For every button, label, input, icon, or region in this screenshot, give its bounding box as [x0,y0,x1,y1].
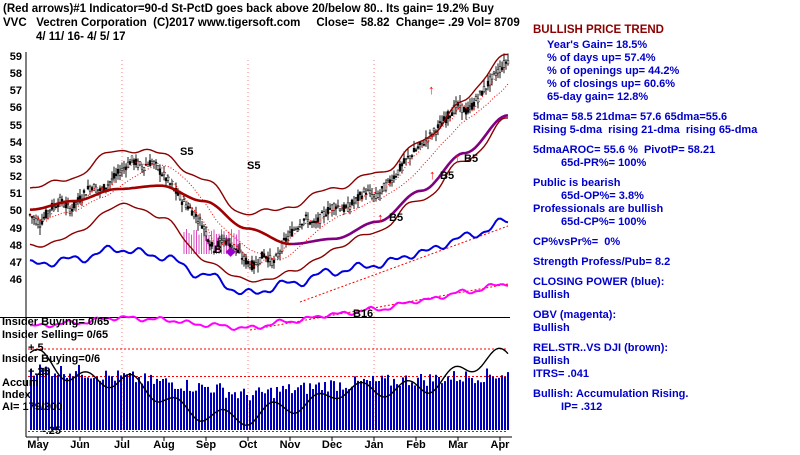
panel-line: % of closings up= 60.6% [547,78,676,90]
panel-line: 65d-OP%= 3.8% [561,190,644,202]
date-range: 4/ 11/ 16- 4/ 5/ 17 [36,31,126,43]
panel-line: 65-day gain= 12.8% [547,91,649,103]
panel-line: Public is bearish [533,177,621,189]
index-label: Index [2,389,31,401]
panel-line: 5dmaAROC= 55.6 % PivotP= 58.21 [533,144,716,156]
plus-half-level-label: +.5 [28,342,44,354]
panel-line: 5dma= 58.5 21dma= 57.6 65dma=55.6 [533,111,728,123]
panel-title: BULLISH PRICE TREND [533,24,664,36]
panel-line: ITRS= .041 [533,368,589,380]
insider-buying-label: Insider Buying= 0/65 [2,316,110,328]
panel-line: % of openings up= 44.2% [547,65,680,77]
panel-line: Bullish: Accumulation Rising. [533,388,689,400]
indicator-header: (Red arrows)#1 Indicator=90-d St-PctD go… [3,3,494,15]
panel-line: Year's Gain= 18.5% [547,39,648,51]
accumulation-index-value: AI= 179/200 [2,401,63,413]
accum-label: Accum [2,377,39,389]
quote-header: VVC Vectren Corporation (C)2017 www.tige… [3,17,520,29]
plus-quarter-level-label: +.25 [28,366,50,378]
minus-quarter-level-label: -.25 [42,425,61,437]
panel-line: REL.STR..VS DJI (brown): [533,342,669,354]
panel-line: Rising 5-dma rising 21-dma rising 65-dma [533,124,758,136]
panel-line: IP= .312 [561,401,603,413]
panel-lines: Year's Gain= 18.5%% of days up= 57.4%% o… [533,39,800,414]
panel-line: Professionals are bullish [533,203,664,215]
panel-line: Bullish [533,355,570,367]
panel-line: CP%vsPr%= 0% [533,236,621,248]
panel-line: Bullish [533,289,570,301]
panel-line: 65d-PR%= 100% [561,157,647,169]
panel-line: CLOSING POWER (blue): [533,276,665,288]
analysis-panel: BULLISH PRICE TREND Year's Gain= 18.5%% … [533,24,800,414]
panel-line: Bullish [533,322,570,334]
panel-line: Strength Profess/Pub= 8.2 [533,256,671,268]
panel-line: OBV (magenta): [533,309,617,321]
panel-line: % of days up= 57.4% [547,52,656,64]
panel-line: 65d-CP%= 100% [561,216,647,228]
insider-selling-label: Insider Selling= 0/65 [2,329,109,341]
insider-buying2-label: Insider Buying=0/6 [2,353,101,365]
